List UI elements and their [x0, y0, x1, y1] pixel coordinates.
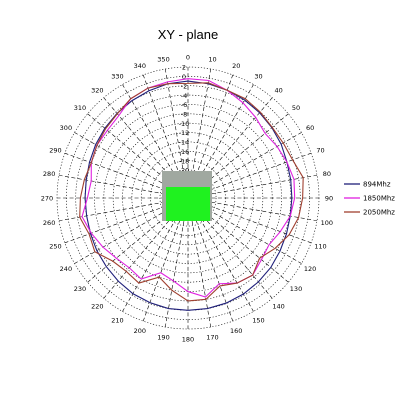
- angle-tick-label: 250: [49, 243, 61, 251]
- legend-label: 2050Mhz: [363, 209, 395, 217]
- grid-spoke: [188, 201, 212, 328]
- angle-tick-label: 320: [91, 86, 103, 94]
- ring-tick-label: -2: [181, 82, 187, 90]
- grid-ring: [159, 169, 217, 227]
- angle-tick-label: 150: [252, 317, 264, 325]
- grid-spoke: [191, 198, 318, 222]
- angle-tick-label: 270: [41, 195, 53, 203]
- ring-tick-label: 2: [182, 64, 186, 72]
- angle-tick-label: 280: [43, 170, 55, 178]
- ring-tick-label: -8: [181, 110, 187, 118]
- grid-spoke: [189, 201, 234, 322]
- ring-tick-label: -10: [179, 120, 190, 128]
- chart-title: XY - plane: [158, 27, 218, 42]
- grid-spoke: [164, 201, 188, 328]
- ring-tick-label: -4: [181, 92, 187, 100]
- angle-tick-label: 130: [290, 285, 302, 293]
- angle-tick-label: 260: [43, 219, 55, 227]
- angle-labels: 0 10 20 30 40 50 60 70 80 90 100 110 120 130 140 150 160…: [41, 54, 333, 344]
- angle-tick-label: 300: [60, 124, 72, 132]
- angle-tick-label: 180: [182, 336, 194, 344]
- center-marker: [162, 171, 212, 221]
- grid-spoke: [142, 201, 187, 322]
- angle-tick-label: 70: [316, 146, 324, 154]
- angle-tick-label: 90: [325, 195, 333, 203]
- angle-tick-label: 210: [111, 317, 123, 325]
- angle-tick-label: 0: [186, 54, 190, 62]
- legend-label: 894Mhz: [363, 181, 391, 189]
- angle-tick-label: 100: [321, 219, 333, 227]
- angle-tick-label: 230: [74, 285, 86, 293]
- ring-tick-label: 0: [182, 73, 186, 81]
- grid-ring: [75, 85, 301, 311]
- center-block: [166, 187, 210, 221]
- angle-tick-label: 120: [304, 265, 316, 273]
- grid-ring: [94, 104, 282, 292]
- angle-tick-label: 350: [157, 56, 169, 64]
- angle-tick-label: 80: [323, 170, 331, 178]
- angle-tick-label: 340: [134, 62, 146, 70]
- ring-tick-label: -16: [179, 148, 190, 156]
- angle-tick-label: 110: [314, 243, 326, 251]
- angle-tick-label: 310: [74, 104, 86, 112]
- ring-tick-label: -12: [179, 129, 190, 137]
- angle-tick-label: 10: [208, 56, 216, 64]
- legend-label: 1850Mhz: [363, 195, 395, 203]
- series-line-2050mhz: [79, 82, 304, 302]
- ring-tick-label: -20: [179, 167, 190, 175]
- legend: 894Mhz 1850Mhz 2050Mhz: [344, 181, 395, 217]
- grid-ring: [112, 122, 264, 274]
- angle-tick-label: 330: [111, 72, 123, 80]
- angle-tick-label: 50: [292, 104, 300, 112]
- angle-tick-label: 290: [49, 146, 61, 154]
- series-line-894mhz: [84, 80, 293, 311]
- angle-tick-label: 200: [134, 327, 146, 335]
- angle-tick-label: 190: [157, 333, 169, 341]
- grid-spoke: [191, 174, 318, 198]
- series-lines: [79, 78, 304, 311]
- ring-tick-label: -14: [179, 139, 190, 147]
- angle-tick-label: 20: [232, 62, 240, 70]
- angle-tick-label: 160: [230, 327, 242, 335]
- angle-tick-label: 140: [272, 303, 284, 311]
- angle-tick-label: 170: [206, 333, 218, 341]
- angle-tick-label: 240: [60, 265, 72, 273]
- angle-tick-label: 30: [254, 72, 262, 80]
- ring-tick-label: -6: [181, 101, 187, 109]
- angle-tick-label: 40: [274, 86, 282, 94]
- ring-tick-label: -18: [179, 157, 190, 165]
- angle-tick-label: 220: [91, 303, 103, 311]
- angle-tick-label: 60: [306, 124, 314, 132]
